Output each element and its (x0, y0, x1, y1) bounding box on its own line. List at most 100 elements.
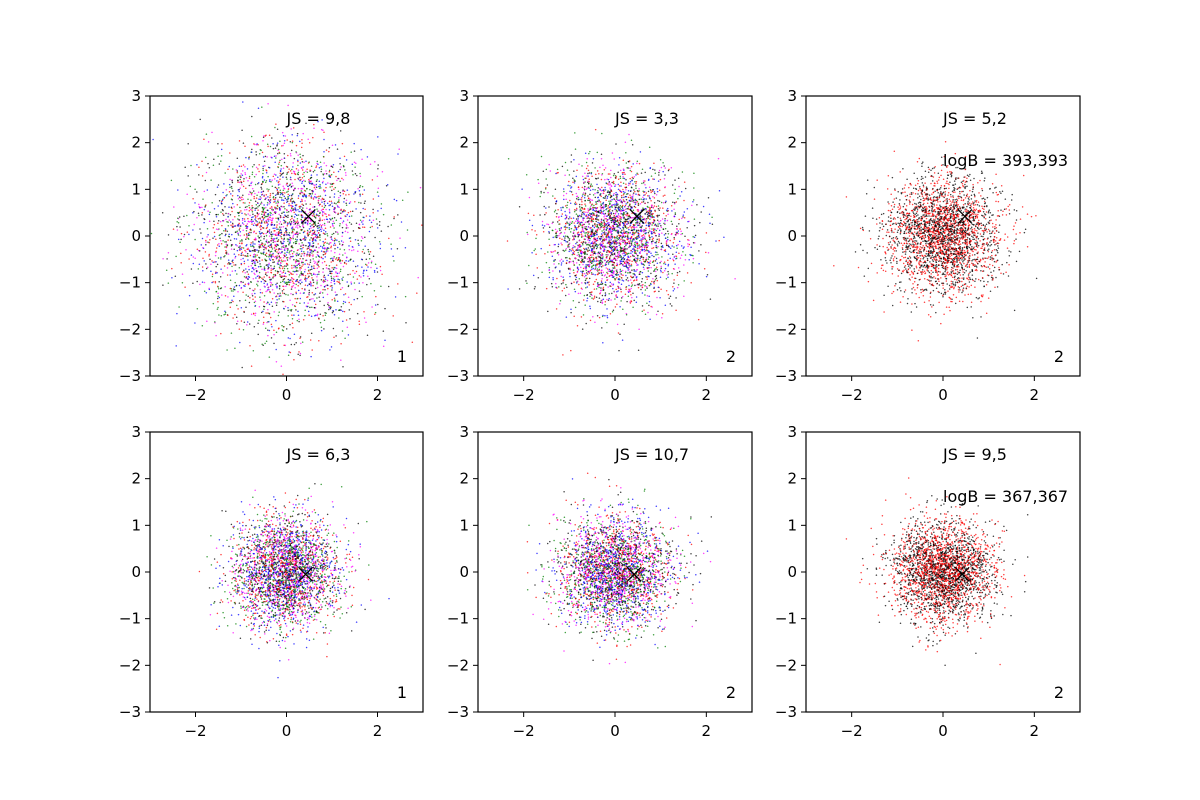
data-point (251, 165, 254, 168)
data-point (580, 266, 582, 269)
data-point (305, 244, 307, 247)
data-point (283, 202, 285, 204)
data-point (300, 245, 302, 247)
data-point (671, 245, 673, 247)
data-point (345, 227, 348, 229)
data-point (292, 327, 294, 329)
data-point (287, 240, 289, 243)
data-point (286, 201, 288, 203)
data-point (216, 297, 219, 300)
data-point (319, 203, 321, 205)
data-point (280, 276, 283, 278)
data-point (227, 259, 230, 261)
data-point (588, 187, 590, 190)
data-point (605, 267, 608, 269)
data-point (274, 227, 276, 229)
data-point (275, 217, 277, 220)
data-point (625, 265, 628, 267)
data-point (257, 191, 260, 194)
data-point (372, 255, 375, 257)
data-point (253, 195, 255, 198)
data-point (645, 224, 648, 227)
data-point (267, 223, 269, 226)
data-point (273, 329, 275, 332)
data-point (238, 181, 241, 184)
data-point (245, 225, 248, 228)
data-point (656, 190, 659, 193)
data-point (325, 172, 328, 175)
data-point (254, 250, 256, 253)
data-point (650, 206, 653, 208)
data-point (325, 215, 328, 218)
data-point (541, 224, 544, 226)
data-point (351, 163, 354, 165)
data-point (259, 246, 262, 248)
data-point (331, 185, 333, 188)
data-point (354, 239, 357, 241)
data-point (224, 241, 226, 243)
data-point (248, 323, 251, 325)
data-point (292, 205, 294, 208)
data-point (243, 284, 245, 287)
data-point (257, 235, 259, 237)
data-point (295, 151, 297, 153)
data-point (302, 261, 304, 264)
data-point (316, 251, 319, 253)
data-point (238, 219, 240, 221)
data-point (325, 149, 328, 151)
data-point (617, 221, 620, 224)
data-point (177, 221, 180, 224)
data-point (291, 140, 294, 142)
data-point (667, 293, 670, 296)
data-point (349, 210, 352, 213)
data-point (646, 252, 648, 255)
data-point (279, 170, 282, 172)
data-point (352, 249, 355, 251)
data-point (228, 261, 230, 264)
data-point (241, 184, 243, 186)
data-point (265, 247, 267, 250)
data-point (328, 267, 330, 270)
data-point (249, 250, 252, 252)
data-point (272, 196, 275, 199)
data-point (289, 183, 292, 185)
data-point (625, 188, 627, 191)
data-point (677, 267, 680, 269)
data-point (333, 242, 336, 245)
data-point (281, 329, 284, 331)
data-point (294, 178, 296, 181)
data-point (351, 245, 354, 248)
data-point (326, 218, 329, 221)
data-point (283, 274, 286, 277)
data-point (232, 288, 235, 290)
data-point (314, 224, 317, 226)
data-point (272, 142, 274, 145)
data-point (256, 284, 259, 287)
data-point (288, 251, 290, 254)
data-point (307, 241, 310, 244)
data-point (276, 232, 278, 234)
data-point (342, 209, 345, 211)
data-point (255, 173, 257, 176)
data-point (273, 342, 275, 345)
data-point (354, 166, 356, 168)
data-point (307, 302, 309, 304)
data-point (667, 238, 669, 241)
data-point (252, 216, 254, 218)
data-point (291, 304, 294, 306)
data-point (268, 303, 271, 306)
data-point (203, 217, 205, 220)
data-point (621, 295, 624, 298)
data-point (608, 223, 610, 226)
data-point (196, 248, 199, 250)
data-point (240, 173, 242, 175)
data-point (274, 269, 277, 272)
data-point (270, 233, 272, 235)
data-point (220, 211, 222, 213)
data-point (285, 227, 287, 230)
data-point (620, 220, 622, 223)
data-point (219, 276, 222, 278)
data-point (586, 299, 588, 302)
data-point (287, 154, 289, 157)
data-point (581, 242, 584, 244)
